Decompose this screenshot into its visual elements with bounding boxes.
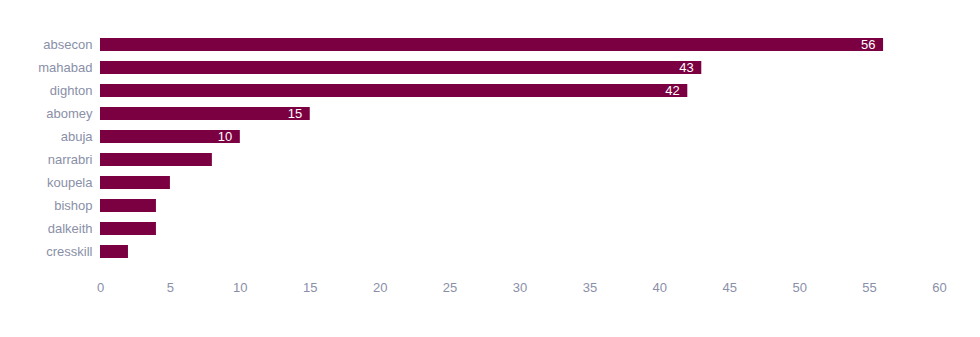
svg-text:40: 40	[653, 280, 667, 295]
svg-text:20: 20	[373, 280, 387, 295]
svg-text:koupela: koupela	[47, 175, 93, 190]
svg-text:dighton: dighton	[50, 83, 93, 98]
svg-text:35: 35	[583, 280, 597, 295]
svg-text:cresskill: cresskill	[46, 244, 92, 259]
svg-text:bishop: bishop	[54, 198, 92, 213]
svg-text:narrabri: narrabri	[48, 152, 93, 167]
svg-text:15: 15	[303, 280, 317, 295]
svg-text:0: 0	[97, 280, 104, 295]
svg-text:abomey: abomey	[46, 106, 93, 121]
svg-text:mahabad: mahabad	[38, 60, 92, 75]
svg-text:60: 60	[932, 280, 946, 295]
svg-text:5: 5	[167, 280, 174, 295]
svg-text:45: 45	[723, 280, 737, 295]
svg-text:dalkeith: dalkeith	[48, 221, 93, 236]
svg-text:56: 56	[861, 37, 875, 52]
svg-text:10: 10	[218, 129, 232, 144]
svg-text:10: 10	[233, 280, 247, 295]
svg-text:30: 30	[513, 280, 527, 295]
svg-text:50: 50	[792, 280, 806, 295]
svg-text:15: 15	[288, 106, 302, 121]
svg-text:42: 42	[665, 83, 679, 98]
svg-text:absecon: absecon	[43, 37, 92, 52]
svg-text:25: 25	[443, 280, 457, 295]
svg-text:55: 55	[862, 280, 876, 295]
svg-text:abuja: abuja	[61, 129, 94, 144]
svg-text:43: 43	[679, 60, 693, 75]
